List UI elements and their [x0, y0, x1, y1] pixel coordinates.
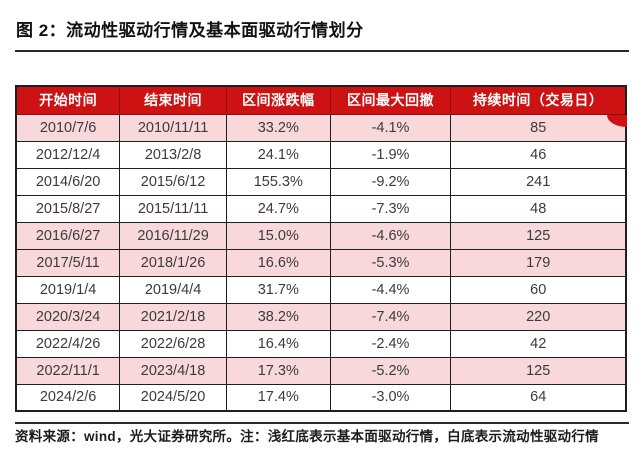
column-header: 持续时间（交易日） — [450, 85, 627, 115]
table-header-row: 开始时间 结束时间 区间涨跌幅 区间最大回撤 持续时间（交易日） — [15, 85, 627, 115]
table-cell: 125 — [450, 356, 627, 385]
table-cell: 2015/6/12 — [119, 167, 227, 196]
table-row: 2022/4/26 2022/6/28 16.4% -2.4% 42 — [15, 329, 627, 358]
table-cell: 2024/5/20 — [119, 383, 227, 412]
table-cell: 2015/11/11 — [119, 194, 227, 223]
column-header: 开始时间 — [15, 85, 121, 115]
column-header: 区间涨跌幅 — [225, 85, 331, 115]
table-cell: 2023/4/18 — [119, 356, 227, 385]
table-cell: 42 — [450, 329, 627, 358]
table-cell: 125 — [450, 221, 627, 250]
table-cell: -2.4% — [329, 329, 452, 358]
table-cell: 2024/2/6 — [15, 383, 121, 412]
table-row: 2024/2/6 2024/5/20 17.4% -3.0% 64 — [15, 383, 627, 412]
table-cell: 24.1% — [225, 140, 331, 169]
table-cell: 2019/1/4 — [15, 275, 121, 304]
figure-title: 图 2：流动性驱动行情及基本面驱动行情划分 — [16, 21, 364, 40]
table-cell: 16.6% — [225, 248, 331, 277]
table-cell: 2010/7/6 — [15, 113, 121, 142]
table-row: 2017/5/11 2018/1/26 16.6% -5.3% 179 — [15, 248, 627, 277]
table-row: 2016/6/27 2016/11/29 15.0% -4.6% 125 — [15, 221, 627, 250]
table-cell: 179 — [450, 248, 627, 277]
table-cell: -5.3% — [329, 248, 452, 277]
table-cell: 2015/8/27 — [15, 194, 121, 223]
table-cell: -5.2% — [329, 356, 452, 385]
footer-divider — [15, 422, 629, 424]
column-header: 区间最大回撤 — [329, 85, 452, 115]
market-phase-table-wrap: 开始时间 结束时间 区间涨跌幅 区间最大回撤 持续时间（交易日） 2010/7/6 201… — [15, 85, 628, 412]
table-cell: 2012/12/4 — [15, 140, 121, 169]
table-cell: 2020/3/24 — [15, 302, 121, 331]
table-cell: 155.3% — [225, 167, 331, 196]
table-cell: -7.4% — [329, 302, 452, 331]
table-cell: 2010/11/11 — [119, 113, 227, 142]
table-row: 2019/1/4 2019/4/4 31.7% -4.4% 60 — [15, 275, 627, 304]
market-phase-table: 开始时间 结束时间 区间涨跌幅 区间最大回撤 持续时间（交易日） 2010/7/6 201… — [15, 85, 627, 412]
table-cell: 17.4% — [225, 383, 331, 412]
table-row: 2010/7/6 2010/11/11 33.2% -4.1% 85 — [15, 113, 627, 142]
table-cell: -3.0% — [329, 383, 452, 412]
table-cell: 2022/11/1 — [15, 356, 121, 385]
table-row: 2022/11/1 2023/4/18 17.3% -5.2% 125 — [15, 356, 627, 385]
table-cell: 17.3% — [225, 356, 331, 385]
table-cell: 16.4% — [225, 329, 331, 358]
table-cell: -4.6% — [329, 221, 452, 250]
table-row: 2012/12/4 2013/2/8 24.1% -1.9% 46 — [15, 140, 627, 169]
table-cell: 24.7% — [225, 194, 331, 223]
table-cell: 48 — [450, 194, 627, 223]
table-cell: -9.2% — [329, 167, 452, 196]
table-cell: 2017/5/11 — [15, 248, 121, 277]
table-cell: -4.4% — [329, 275, 452, 304]
table-cell: 241 — [450, 167, 627, 196]
table-cell: 2014/6/20 — [15, 167, 121, 196]
table-cell: 2016/11/29 — [119, 221, 227, 250]
table-cell: 33.2% — [225, 113, 331, 142]
table-cell: 2019/4/4 — [119, 275, 227, 304]
table-cell: 85 — [450, 113, 627, 142]
table-cell: 220 — [450, 302, 627, 331]
title-divider — [15, 50, 629, 52]
table-row: 2020/3/24 2021/2/18 38.2% -7.4% 220 — [15, 302, 627, 331]
table-cell: 31.7% — [225, 275, 331, 304]
table-cell: 46 — [450, 140, 627, 169]
table-cell: -4.1% — [329, 113, 452, 142]
table-cell: 2021/2/18 — [119, 302, 227, 331]
column-header: 结束时间 — [119, 85, 227, 115]
table-cell: 15.0% — [225, 221, 331, 250]
table-row: 2014/6/20 2015/6/12 155.3% -9.2% 241 — [15, 167, 627, 196]
table-cell: 2018/1/26 — [119, 248, 227, 277]
table-cell: 2016/6/27 — [15, 221, 121, 250]
source-note: 资料来源：wind，光大证券研究所。注：浅红底表示基本面驱动行情，白底表示流动性… — [15, 429, 599, 444]
table-cell: 2022/6/28 — [119, 329, 227, 358]
table-row: 2015/8/27 2015/11/11 24.7% -7.3% 48 — [15, 194, 627, 223]
table-cell: -1.9% — [329, 140, 452, 169]
table-body: 2010/7/6 2010/11/11 33.2% -4.1% 85 2012/12/4 2… — [15, 113, 627, 412]
table-cell: 64 — [450, 383, 627, 412]
table-cell: 60 — [450, 275, 627, 304]
table-cell: 2022/4/26 — [15, 329, 121, 358]
table-cell: 2013/2/8 — [119, 140, 227, 169]
table-cell: 38.2% — [225, 302, 331, 331]
table-cell: -7.3% — [329, 194, 452, 223]
